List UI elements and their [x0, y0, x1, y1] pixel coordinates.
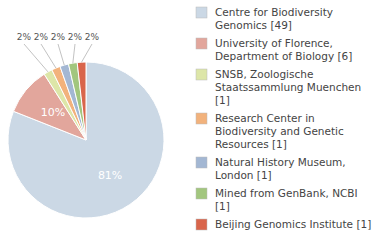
legend-label-line: Resources [1] — [215, 138, 287, 150]
legend: Centre for BiodiversityGenomics [49] Univ… — [196, 6, 371, 230]
data-label: 2% — [68, 32, 83, 42]
data-label: 81% — [98, 169, 122, 182]
data-label: 2% — [51, 32, 66, 42]
legend-label-line: Natural History Museum, — [215, 156, 346, 168]
legend-swatch — [196, 157, 207, 168]
legend-label-line: Department of Biology [6] — [215, 50, 352, 62]
legend-label: Beijing Genomics Institute [1] — [215, 218, 371, 230]
leader-line — [41, 44, 56, 68]
leader-line — [82, 44, 92, 62]
legend-label-line: Staatssammlung Muenchen — [215, 81, 361, 93]
legend-swatch — [196, 7, 207, 18]
legend-label-line: [1] — [215, 200, 230, 212]
legend-label-line: [1] — [215, 94, 230, 106]
legend-swatch — [196, 219, 207, 230]
legend-label: Research Center inBiodiversity and Genet… — [215, 112, 344, 150]
legend-label-line: Centre for Biodiversity — [215, 6, 333, 18]
legend-label-line: University of Florence, — [215, 37, 333, 49]
leader-line — [73, 44, 75, 63]
pie-slice — [69, 62, 86, 140]
legend-label-line: Beijing Genomics Institute [1] — [215, 218, 371, 230]
legend-swatch — [196, 69, 207, 80]
legend-label-line: London [1] — [215, 169, 272, 181]
leader-line — [58, 44, 64, 65]
legend-label: Mined from GenBank, NCBI[1] — [215, 187, 358, 212]
data-label: 2% — [34, 32, 49, 42]
legend-label-line: Research Center in — [215, 112, 315, 124]
data-label: 10% — [41, 106, 65, 119]
legend-swatch — [196, 113, 207, 124]
pie-slice — [77, 62, 86, 140]
pie: 81%10%2%2%2%2%2% — [8, 32, 164, 218]
legend-label-line: SNSB, Zoologische — [215, 68, 313, 80]
legend-label: Natural History Museum,London [1] — [215, 156, 346, 181]
chart: 81%10%2%2%2%2%2%Centre for BiodiversityG… — [0, 0, 380, 240]
legend-label: Centre for BiodiversityGenomics [49] — [215, 6, 333, 31]
legend-label: University of Florence,Department of Bio… — [215, 37, 352, 62]
leader-line — [24, 44, 48, 72]
data-label: 2% — [17, 32, 32, 42]
legend-swatch — [196, 38, 207, 49]
legend-label: SNSB, ZoologischeStaatssammlung Muenchen… — [215, 68, 361, 106]
legend-label-line: Mined from GenBank, NCBI — [215, 187, 358, 199]
data-label: 2% — [85, 32, 100, 42]
pie-slice — [8, 62, 164, 218]
legend-swatch — [196, 188, 207, 199]
legend-label-line: Biodiversity and Genetic — [215, 125, 344, 137]
legend-label-line: Genomics [49] — [215, 19, 292, 31]
